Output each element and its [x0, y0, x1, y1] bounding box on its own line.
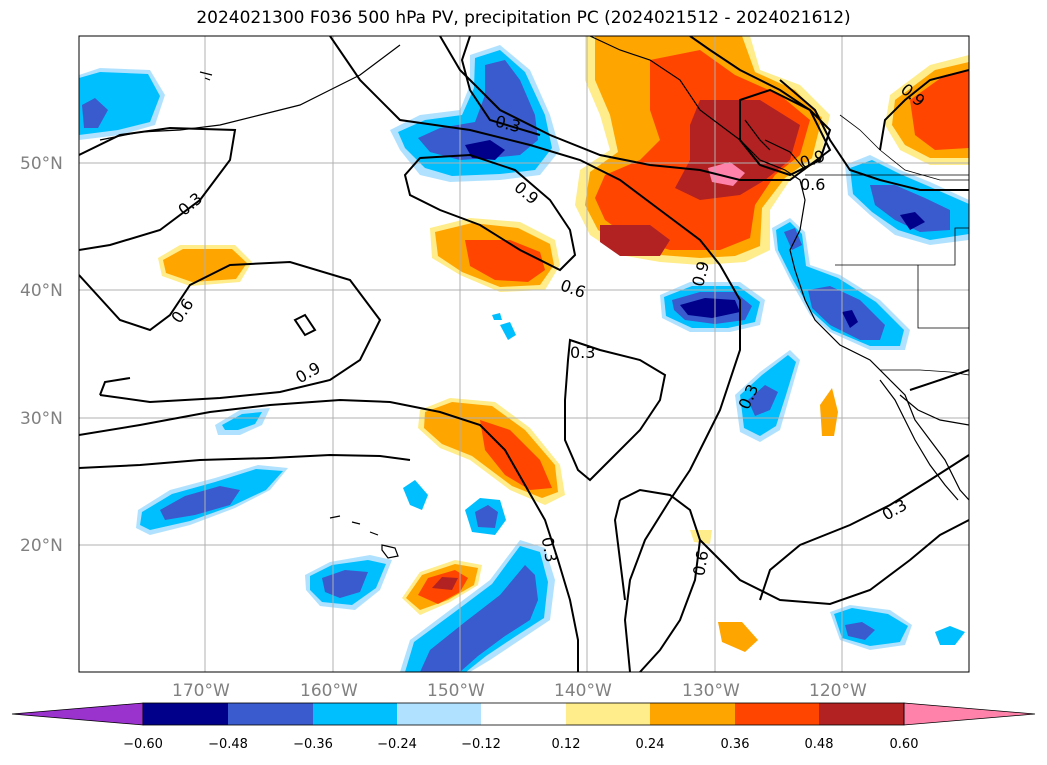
contour-label: 0.6 [689, 549, 712, 577]
colorbar-tick: −0.60 [123, 737, 163, 752]
lon-label-170w: 170°W [172, 681, 230, 701]
contour-label: 0.6 [800, 175, 825, 194]
colorbar-swatch [650, 703, 735, 725]
lon-label-160w: 160°W [300, 681, 358, 701]
map-title: 2024021300 F036 500 hPa PV, precipitatio… [196, 8, 851, 28]
pv-contours [79, 36, 969, 672]
lat-label-30n: 30°N [20, 409, 63, 429]
latitude-labels: 50°N 40°N 30°N 20°N [20, 154, 63, 556]
lon-label-120w: 120°W [809, 681, 867, 701]
colorbar-tick: 0.60 [890, 737, 919, 752]
colorbar [11, 702, 1036, 726]
coastlines [99, 36, 969, 559]
colorbar-swatch [481, 703, 566, 725]
colorbar-extend-high [903, 702, 1036, 726]
lat-label-50n: 50°N [20, 154, 63, 174]
colorbar-tick: −0.12 [461, 737, 501, 752]
colorbar-tick: 0.48 [805, 737, 834, 752]
colorbar-swatch [313, 703, 397, 725]
colorbar-tick: 0.36 [721, 737, 750, 752]
colorbar-swatch [228, 703, 313, 725]
contour-label: 0.3 [538, 535, 561, 563]
colorbar-tick: 0.12 [552, 737, 581, 752]
lon-label-150w: 150°W [427, 681, 485, 701]
colorbar-swatch [143, 703, 228, 725]
colorbar-swatch [397, 703, 481, 725]
colorbar-swatch [566, 703, 650, 725]
colorbar-extend-low [11, 702, 144, 726]
lon-label-130w: 130°W [682, 681, 740, 701]
lon-label-140w: 140°W [554, 681, 612, 701]
longitude-labels: 170°W 160°W 150°W 140°W 130°W 120°W [172, 681, 867, 701]
precip-shading [79, 36, 969, 672]
colorbar-ticks: −0.60 −0.48 −0.36 −0.24 −0.12 0.12 0.24 … [123, 737, 918, 752]
colorbar-tick: 0.24 [636, 737, 665, 752]
colorbar-tick: −0.36 [293, 737, 333, 752]
lat-label-40n: 40°N [20, 281, 63, 301]
colorbar-tick: −0.48 [208, 737, 248, 752]
contour-label: 0.3 [570, 343, 595, 362]
lat-label-20n: 20°N [20, 536, 63, 556]
colorbar-swatch [819, 703, 904, 725]
colorbar-tick: −0.24 [377, 737, 417, 752]
map-frame [78, 35, 970, 673]
colorbar-swatch [735, 703, 819, 725]
political-borders [805, 114, 969, 376]
